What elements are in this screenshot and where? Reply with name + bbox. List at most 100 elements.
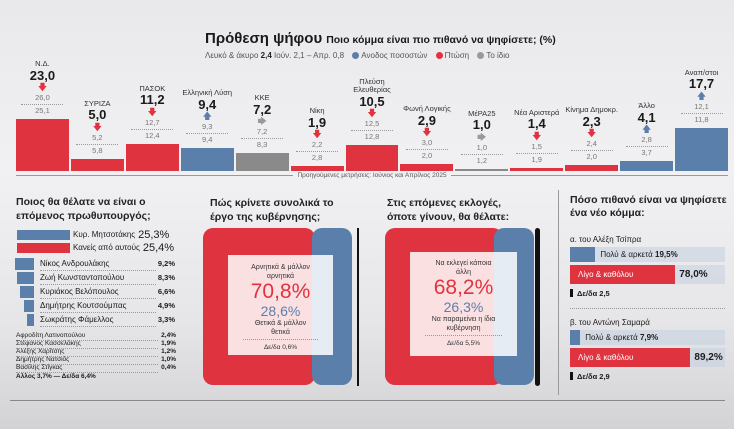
gov-pos-label: Θετικά & μάλλον θετικά <box>254 320 307 336</box>
pm-bar <box>17 243 71 253</box>
prev-june: 12,5 <box>350 118 393 132</box>
prev-june: 2,2 <box>296 139 339 153</box>
trend-down-icon: 🡇 <box>147 106 157 117</box>
divider <box>535 228 540 386</box>
gov-title: Πώς κρίνετε συνολικά το έργο της κυβέρνη… <box>210 197 334 223</box>
party-value: 11,2 <box>140 92 165 108</box>
pm-name: Σωκράτης Φάμελλος <box>40 314 156 327</box>
pm-name: Δημήτρης Νατσιός <box>16 356 159 365</box>
prev-april: 11,8 <box>694 114 709 124</box>
party-value: 23,0 <box>29 67 56 83</box>
prev-april: 25,1 <box>35 105 50 115</box>
page-title: Πρόθεση ψήφου Ποιο κόμμα είναι πιο πιθανό… <box>205 30 556 48</box>
trend-up-icon: 🡅 <box>696 90 707 101</box>
party-bar <box>345 145 399 171</box>
party-column: Άλλο 4,1 🡅 2,8 3,7 <box>620 60 674 171</box>
party-bar <box>235 153 289 171</box>
party-name: ΠΑΣΟΚ <box>139 83 166 93</box>
party-name: Νίκη <box>309 106 325 116</box>
party-column: Πλεύση Ελευθερίας 10,5 🡇 12,5 12,8 <box>345 60 399 171</box>
pm-bar <box>20 286 34 298</box>
party-value: 2,3 <box>582 114 601 130</box>
trend-down-icon: 🡇 <box>92 121 103 132</box>
pm-value: 4,9% <box>157 301 175 310</box>
party-value: 1,9 <box>308 115 327 131</box>
prev-june: 12,7 <box>131 117 174 130</box>
elect-a-value: 68,2% <box>433 276 494 299</box>
party-name: Πλεύση Ελευθερίας <box>353 76 391 95</box>
newparty-dk: Δε/δα 2,5 <box>570 289 610 299</box>
party-bar <box>70 158 124 171</box>
newparty-dk: Δε/δα 2,9 <box>570 372 610 382</box>
hi-label: Πολύ & αρκετά <box>600 250 653 259</box>
party-name: Κίνημα Δημοκρ. <box>565 105 619 115</box>
party-name: ΣΥΡΙΖΑ <box>84 98 111 108</box>
elect-dk: Δε/δα 5,5% <box>425 335 502 348</box>
party-bar <box>510 167 564 171</box>
newparty-hi-bar <box>570 247 596 262</box>
newparty-lo-bar: Λίγο & καθόλου <box>570 265 676 284</box>
gov-dk: Δε/δα 0,6% <box>243 339 318 352</box>
party-column: ΚΚΕ 7,2 🡆 7,2 8,3 <box>235 60 289 171</box>
legend-down-dot <box>435 52 443 59</box>
pm-name: Στέφανος Κασσελάκης <box>16 340 159 349</box>
party-name: Άλλο <box>638 101 655 111</box>
party-value: 1,4 <box>527 116 546 132</box>
newparty-hi-bar <box>570 330 581 345</box>
lo-value: 89,2% <box>694 352 723 363</box>
subtitle: Λευκό & άκυρο 2,4 Ιούν. 2,1 – Απρ. 0,8 Α… <box>205 51 509 60</box>
legend-same-dot <box>477 52 485 59</box>
pm-name: Ζωή Κωνσταντοπούλου <box>40 272 156 285</box>
trend-down-icon: 🡇 <box>37 81 48 92</box>
elect-values: Να εκλεγεί κάποια άλλη 68,2% 26,3% Να πα… <box>410 252 517 356</box>
party-bar <box>400 163 454 171</box>
party-value: 17,7 <box>688 76 715 92</box>
pm-value: 8,3% <box>157 273 175 282</box>
prev-june: 12,1 <box>680 101 723 114</box>
newparty-hi-text: Πολύ & αρκετά 7,9% <box>585 332 658 343</box>
party-value: 10,5 <box>359 93 385 109</box>
pm-value: 1,0% <box>161 356 176 363</box>
trend-up-icon: 🡅 <box>641 123 652 134</box>
lo-label: Λίγο & καθόλου <box>578 353 634 362</box>
trend-down-icon: 🡇 <box>422 126 432 137</box>
blank-value: 2,4 <box>260 51 272 60</box>
prev-june: 2,8 <box>625 134 668 147</box>
party-column: ΠΑΣΟΚ 11,2 🡇 12,7 12,4 <box>125 60 179 171</box>
party-column: Κίνημα Δημοκρ. 2,3 🡇 2,4 2,0 <box>565 60 619 171</box>
chart-footnote: Προηγούμενες μετρήσεις: Ιούνιος και Απρί… <box>16 172 729 179</box>
party-bar <box>675 127 728 171</box>
pm-value: 3,3% <box>157 315 175 324</box>
party-bar <box>180 147 234 171</box>
pm-bar <box>16 272 34 284</box>
pm-bar <box>23 300 34 312</box>
pm-name: Δημήτρης Κουτσούμπας <box>40 300 156 313</box>
gov-neg-value: 70,8% <box>250 280 311 303</box>
pm-name: Αφροδίτη Λατινοπούλου <box>16 332 159 341</box>
pm-name: Κυριάκος Βελόπουλος <box>40 286 156 299</box>
party-bar <box>290 166 344 171</box>
party-column: Ελληνική Λύση 9,4 🡅 9,3 9,4 <box>180 60 234 171</box>
party-value: 7,2 <box>253 102 272 118</box>
trend-down-icon: 🡇 <box>312 129 322 140</box>
title-question: Ποιο κόμμα είναι πιο πιθανό να ψηφίσετε;… <box>326 34 556 46</box>
lo-label: Λίγο & καθόλου <box>578 270 634 279</box>
party-column: ΜέΡΑ25 1,0 🡆 1,0 1,2 <box>455 60 509 171</box>
newparty-title: Πόσο πιθανό είναι να ψηφίσετε ένα νέο κό… <box>570 194 727 219</box>
party-column: Νίκη 1,9 🡇 2,2 2,8 <box>290 60 344 171</box>
pm-bar <box>14 258 34 270</box>
divider <box>357 228 359 386</box>
party-bar <box>16 118 69 171</box>
pm-value: 25,3% <box>138 229 170 241</box>
party-value: 2,9 <box>417 112 436 128</box>
party-column: Νέα Αριστερά 1,4 🡇 1,5 1,9 <box>510 60 564 171</box>
party-column: Ν.Δ. 23,0 🡇 26,0 25,1 <box>16 59 69 171</box>
pm-value: 0,4% <box>161 364 176 371</box>
party-bar <box>455 168 509 171</box>
pm-title: Ποιος θα θέλατε να είναι ο επόμενος πρωθ… <box>16 196 151 222</box>
gov-values: Αρνητικά & μάλλον αρνητικά 70,8% 28,6% Θ… <box>228 255 333 355</box>
prev-april: 12,8 <box>364 132 380 142</box>
newparty-hi-text: Πολύ & αρκετά 19,5% <box>600 249 677 260</box>
title-main: Πρόθεση ψήφου <box>205 30 323 47</box>
gov-pos-value: 28,6% <box>260 303 301 319</box>
